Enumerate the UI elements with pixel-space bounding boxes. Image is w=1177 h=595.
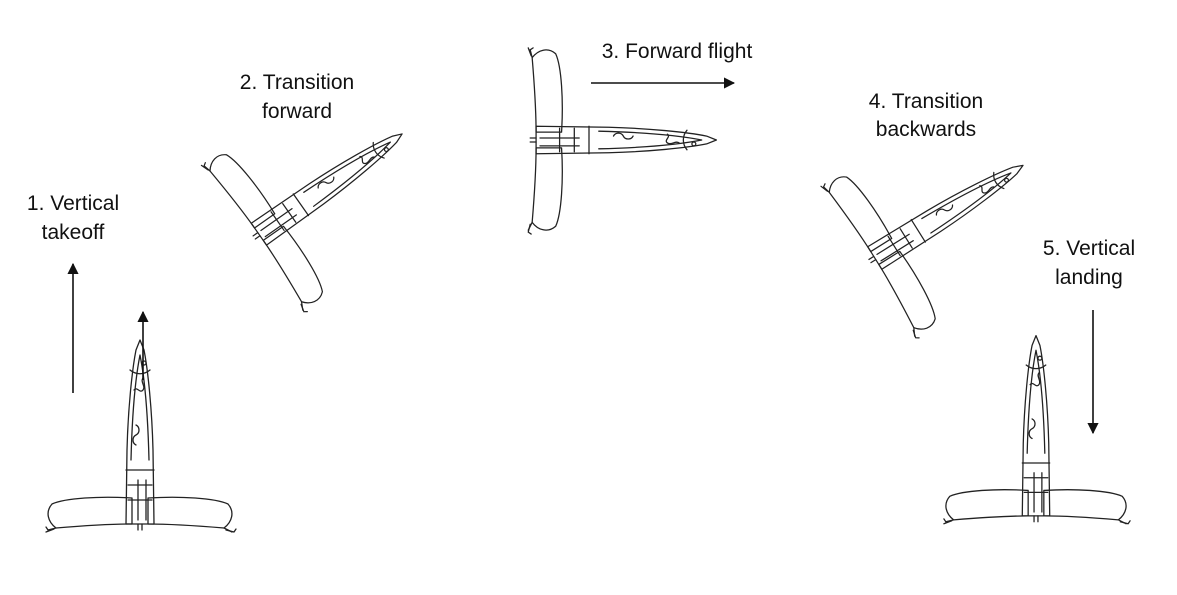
label-transition-backwards-line2: backwards [875, 118, 977, 141]
label-forward-flight: 3. Forward flight [601, 40, 753, 63]
label-transition-forward-line2: forward [261, 100, 333, 123]
aircraft-vertical-landing [943, 334, 1131, 525]
label-transition-forward-line1: 2. Transition [239, 71, 355, 94]
aircraft-forward-flight [527, 47, 718, 235]
label-vertical-takeoff-line2: takeoff [41, 221, 105, 244]
label-vertical-landing-line1: 5. Vertical [1042, 237, 1136, 260]
aircraft-vertical-takeoff [45, 339, 237, 533]
label-vertical-takeoff-line1: 1. Vertical [26, 192, 120, 215]
label-transition-backwards-line1: 4. Transition [868, 90, 984, 113]
label-vertical-landing-line2: landing [1055, 266, 1123, 289]
